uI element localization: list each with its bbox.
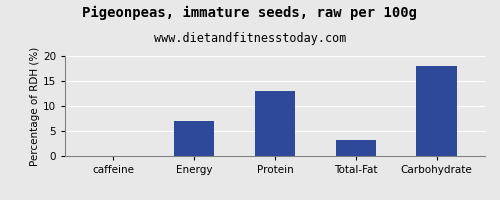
Bar: [416, 66, 457, 156]
Y-axis label: Percentage of RDH (%): Percentage of RDH (%): [30, 46, 40, 166]
Text: Pigeonpeas, immature seeds, raw per 100g: Pigeonpeas, immature seeds, raw per 100g: [82, 6, 417, 20]
Bar: [174, 121, 214, 156]
Bar: [255, 91, 295, 156]
Text: www.dietandfitnesstoday.com: www.dietandfitnesstoday.com: [154, 32, 346, 45]
Bar: [336, 140, 376, 156]
